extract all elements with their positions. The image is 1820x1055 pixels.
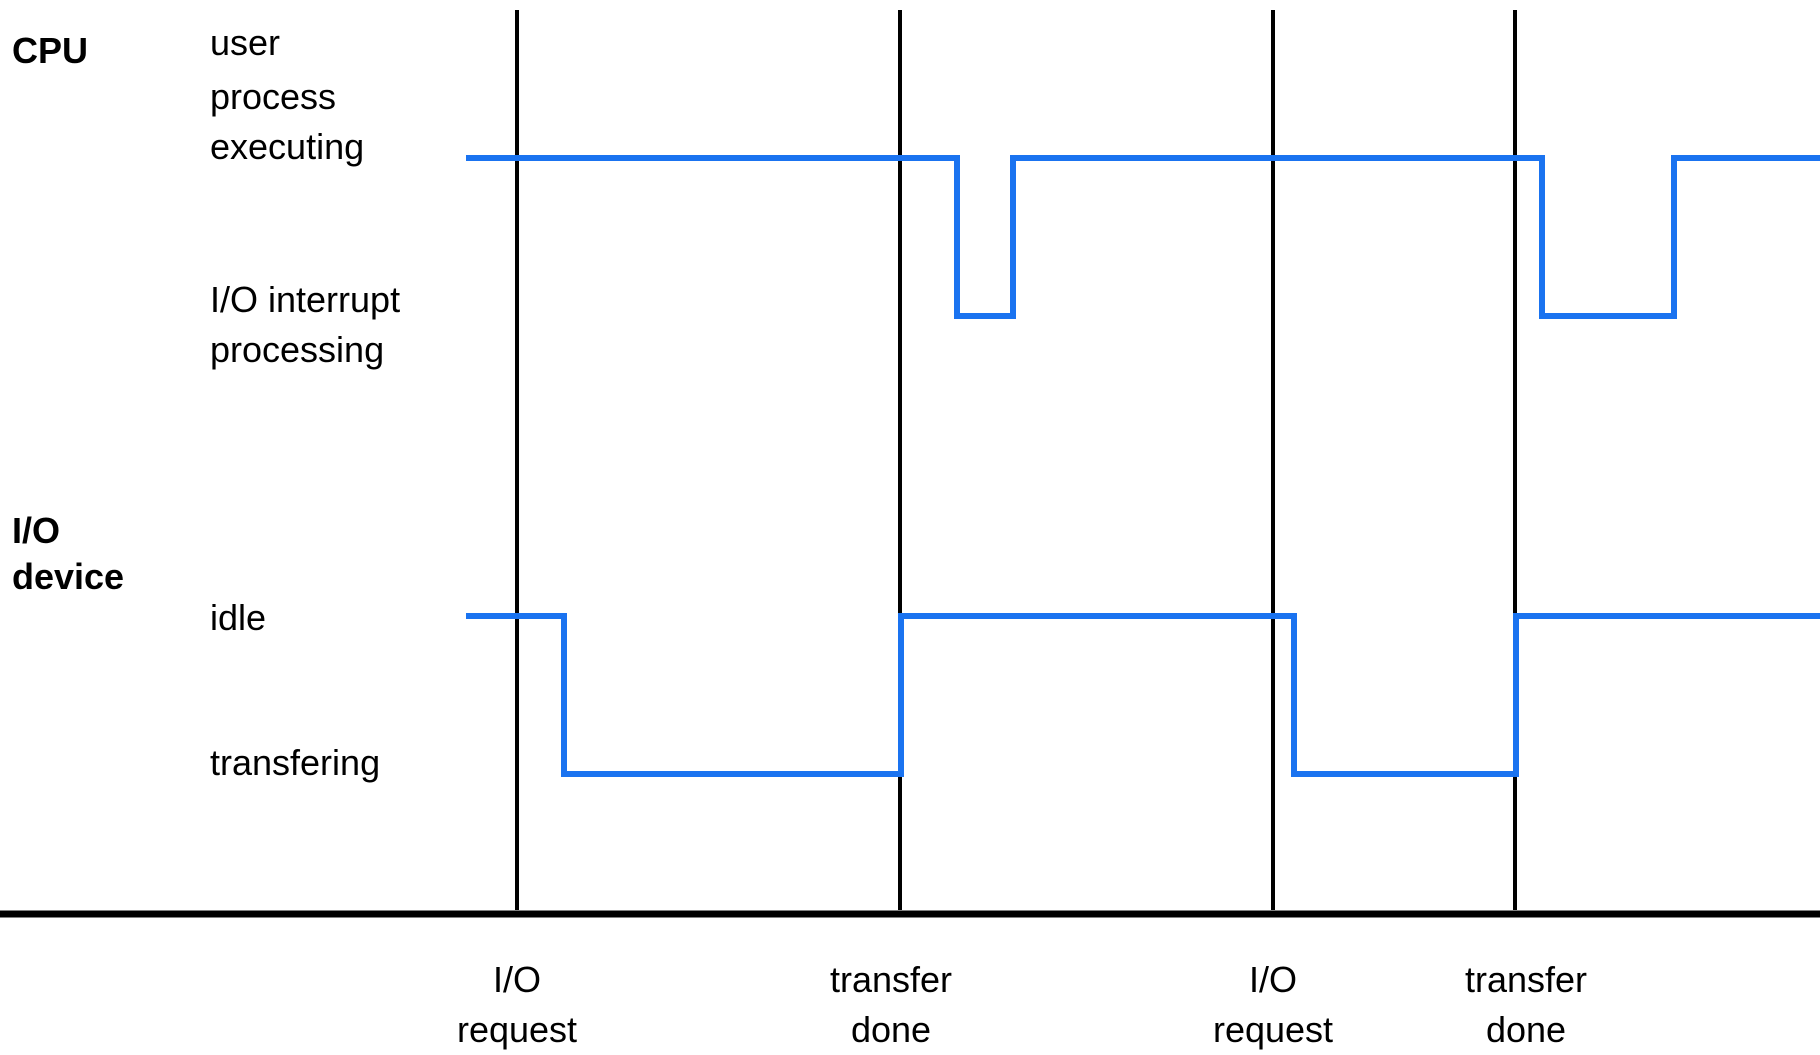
event-label-3-line2: request [1212, 1009, 1334, 1050]
event-label-4: transfer done [1446, 955, 1606, 1055]
event-label-2-line1: transfer [829, 959, 953, 1000]
event-label-3: I/O request [1193, 955, 1353, 1055]
cpu-state-interrupt-line2: processing [210, 329, 385, 370]
event-label-1-line2: request [456, 1009, 578, 1050]
event-label-2: transfer done [811, 955, 971, 1055]
cpu-signal-line [466, 155, 1820, 319]
event-label-3-line1: I/O [1248, 959, 1297, 1000]
io-device-row-label-line1: I/O [12, 510, 61, 551]
cpu-row-label: CPU [12, 30, 89, 71]
event-label-4-line2: done [1485, 1009, 1567, 1050]
cpu-state-user-line2: process [210, 76, 337, 117]
event-label-2-line2: done [850, 1009, 932, 1050]
cpu-state-interrupt-line1: I/O interrupt [210, 279, 401, 320]
io-signal-line [466, 613, 1820, 777]
event-label-1: I/O request [437, 955, 597, 1055]
event-label-4-line1: transfer [1464, 959, 1588, 1000]
event-label-1-line1: I/O [492, 959, 541, 1000]
io-state-transfering: transfering [210, 742, 381, 783]
cpu-state-user-line1: user [210, 22, 281, 63]
io-device-row-label-line2: device [12, 556, 125, 597]
io-state-idle: idle [210, 597, 267, 638]
cpu-state-user-line3: executing [210, 126, 365, 167]
